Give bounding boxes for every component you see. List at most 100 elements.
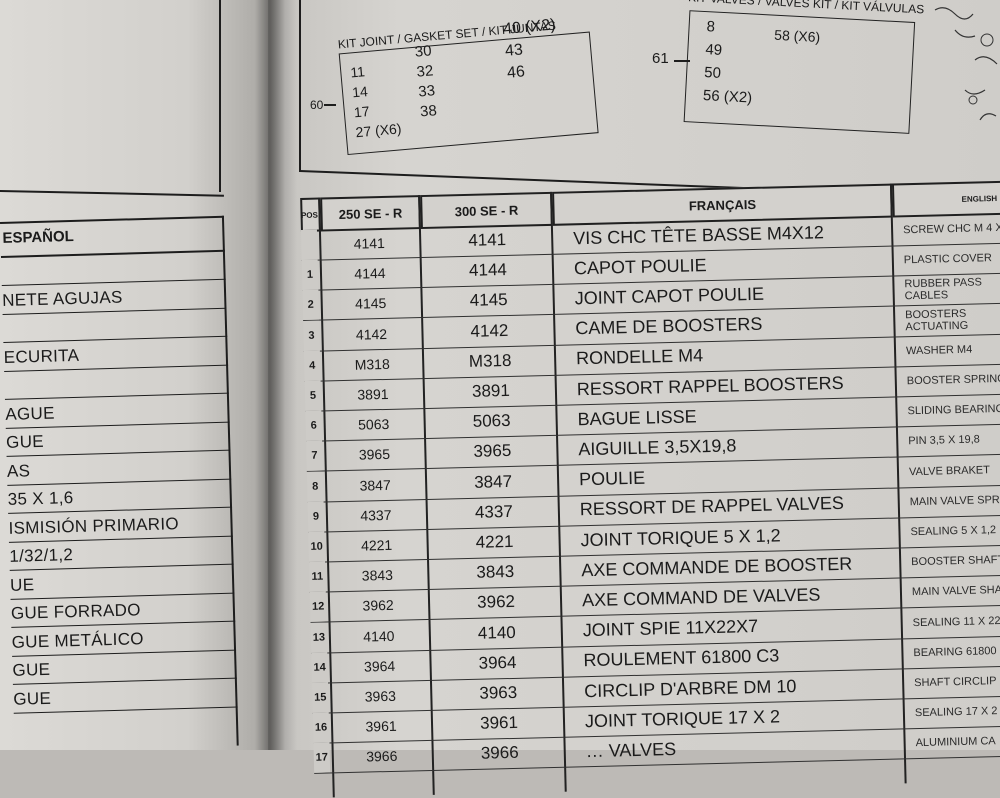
kit-part-number: 8 bbox=[706, 18, 716, 36]
callout-60: 60 bbox=[310, 98, 324, 112]
row-250-ref: 5063 bbox=[357, 416, 390, 433]
spanish-row-text: ECURITA bbox=[3, 345, 80, 367]
row-english: MAIN VALVE SHAFT bbox=[911, 584, 1000, 599]
row-300-ref: 4145 bbox=[469, 290, 508, 311]
row-pos: 13 bbox=[310, 622, 328, 653]
row-250-ref: 4141 bbox=[353, 234, 386, 252]
header-250: 250 SE - R bbox=[320, 195, 421, 232]
kit-part-number: 58 (X6) bbox=[773, 26, 821, 46]
row-300-ref: 4142 bbox=[470, 320, 509, 341]
spanish-row-rule bbox=[7, 478, 232, 486]
kit-part-number: 40 (X2) bbox=[502, 16, 557, 38]
row-250-ref: 4145 bbox=[354, 295, 387, 313]
row-250-ref: 4142 bbox=[355, 325, 388, 343]
spanish-row-text: GUE bbox=[12, 659, 51, 680]
row-250-ref: 3964 bbox=[363, 657, 396, 675]
spanish-row-text: AGUE bbox=[5, 403, 55, 424]
row-300-ref: 3847 bbox=[473, 471, 513, 492]
spanish-row-text: 1/32/1,2 bbox=[9, 545, 74, 566]
row-250-ref: 3965 bbox=[358, 446, 391, 464]
spanish-row-text: GUE FORRADO bbox=[10, 600, 142, 623]
row-english: BOOSTERS ACTUATING bbox=[905, 307, 969, 333]
kit-valves-box: KIT VALVES / VALVES KIT / KIT VÁLVULAS 8… bbox=[678, 0, 926, 162]
row-pos: 5 bbox=[304, 380, 322, 411]
spanish-row-text: ISMISIÓN PRIMARIO bbox=[8, 513, 180, 538]
row-english: PIN 3,5 X 19,8 bbox=[908, 433, 980, 448]
row-300-ref: 5063 bbox=[472, 411, 511, 432]
kit-part-number: 56 (X2) bbox=[702, 87, 753, 107]
row-english: BOOSTER SHAFT bbox=[911, 554, 1000, 569]
row-pos: 12 bbox=[309, 591, 327, 623]
spanish-row-rule bbox=[4, 392, 229, 401]
row-english: RUBBER PASS CABLES bbox=[904, 276, 983, 303]
row-300-ref: 3966 bbox=[480, 743, 519, 764]
spanish-row-text: 35 X 1,6 bbox=[7, 488, 74, 509]
row-pos: 9 bbox=[307, 501, 325, 532]
row-pos: 3 bbox=[303, 320, 320, 351]
spanish-row-text: AS bbox=[6, 460, 31, 481]
row-250-ref: 4221 bbox=[360, 536, 393, 554]
row-pos: 6 bbox=[305, 410, 323, 442]
kit-joint-box: KIT JOINT / GASKET SET / KIT JUNTAS 11 14… bbox=[330, 0, 603, 159]
spanish-column: ESPAÑOL NETE AGUJAS ECURITA AGUE GUE AS 35 X … bbox=[0, 215, 240, 752]
row-300-ref: 4221 bbox=[475, 531, 514, 552]
spanish-row-rule bbox=[1, 278, 226, 287]
spanish-row-text: GUE METÁLICO bbox=[11, 628, 145, 652]
left-vertical-rule bbox=[219, 0, 221, 192]
spanish-header: ESPAÑOL bbox=[2, 227, 75, 247]
kit-part-number: 27 (X6) bbox=[354, 120, 403, 141]
spanish-row-text: GUE bbox=[5, 431, 45, 452]
row-english: PLASTIC COVER bbox=[903, 252, 993, 267]
row-pos: 2 bbox=[302, 289, 320, 321]
row-250-ref: 4140 bbox=[363, 627, 395, 645]
row-english: SHAFT CIRCLIP D bbox=[914, 674, 1000, 690]
kit-part-number: 46 bbox=[506, 63, 526, 82]
row-300-ref: 4140 bbox=[477, 622, 516, 643]
row-250-ref: 3891 bbox=[357, 385, 389, 403]
row-english: SEALING 5 X 1,2 bbox=[910, 524, 997, 539]
row-english: BEARING 61800 bbox=[913, 644, 997, 659]
row-300-ref: M318 bbox=[468, 350, 512, 371]
row-300-ref: 4337 bbox=[474, 501, 514, 522]
row-pos: 11 bbox=[309, 561, 326, 593]
row-pos: 16 bbox=[312, 712, 330, 744]
row-english: WASHER M4 bbox=[905, 343, 973, 358]
row-pos bbox=[300, 229, 318, 260]
parts-table: POS. 250 SE - R 300 SE - R FRANÇAIS ENGL… bbox=[300, 173, 1000, 798]
row-250-ref: M318 bbox=[354, 355, 390, 373]
exploded-diagram-fragment bbox=[934, 7, 998, 121]
row-300-ref: 3963 bbox=[479, 682, 518, 703]
row-pos: 15 bbox=[311, 682, 329, 713]
row-pos: 4 bbox=[303, 350, 321, 381]
row-300-ref: 3962 bbox=[476, 592, 516, 613]
spanish-row-rule bbox=[10, 592, 235, 600]
header-en: ENGLISH bbox=[891, 179, 1000, 218]
spanish-row-text: UE bbox=[9, 574, 35, 595]
row-300-ref: 3891 bbox=[471, 380, 511, 401]
row-250-ref: 3961 bbox=[365, 717, 397, 735]
row-250-ref: 3966 bbox=[366, 748, 398, 765]
row-pos: 1 bbox=[301, 259, 319, 291]
row-300-ref: 3964 bbox=[478, 652, 517, 673]
row-300-ref: 3965 bbox=[473, 441, 512, 462]
spanish-row-text: NETE AGUJAS bbox=[1, 287, 123, 310]
spanish-row-text: GUE bbox=[13, 688, 52, 709]
row-300-ref: 4141 bbox=[468, 229, 507, 250]
row-pos: 17 bbox=[313, 742, 331, 774]
row-pos: 14 bbox=[311, 652, 328, 683]
row-english: ALUMINIUM CA bbox=[915, 735, 996, 750]
row-english: VALVE BRAKET bbox=[908, 463, 991, 478]
upper-frame-left bbox=[299, 0, 301, 172]
row-pos: 8 bbox=[306, 471, 324, 502]
book-gutter bbox=[255, 0, 285, 750]
kit-part-number: 33 bbox=[417, 82, 436, 101]
callout-61-leader bbox=[674, 60, 690, 62]
spanish-row-rule bbox=[3, 335, 228, 344]
row-english: MAIN VALVE SPRING bbox=[909, 493, 1000, 508]
row-300-ref: 3961 bbox=[479, 713, 519, 733]
kit-part-number: 30 bbox=[414, 42, 433, 61]
row-250-ref: 3962 bbox=[362, 597, 394, 614]
kit-part-number: 50 bbox=[703, 64, 722, 82]
row-250-ref: 4144 bbox=[354, 265, 386, 282]
row-english: SEALING 11 X 22 bbox=[912, 614, 1000, 629]
